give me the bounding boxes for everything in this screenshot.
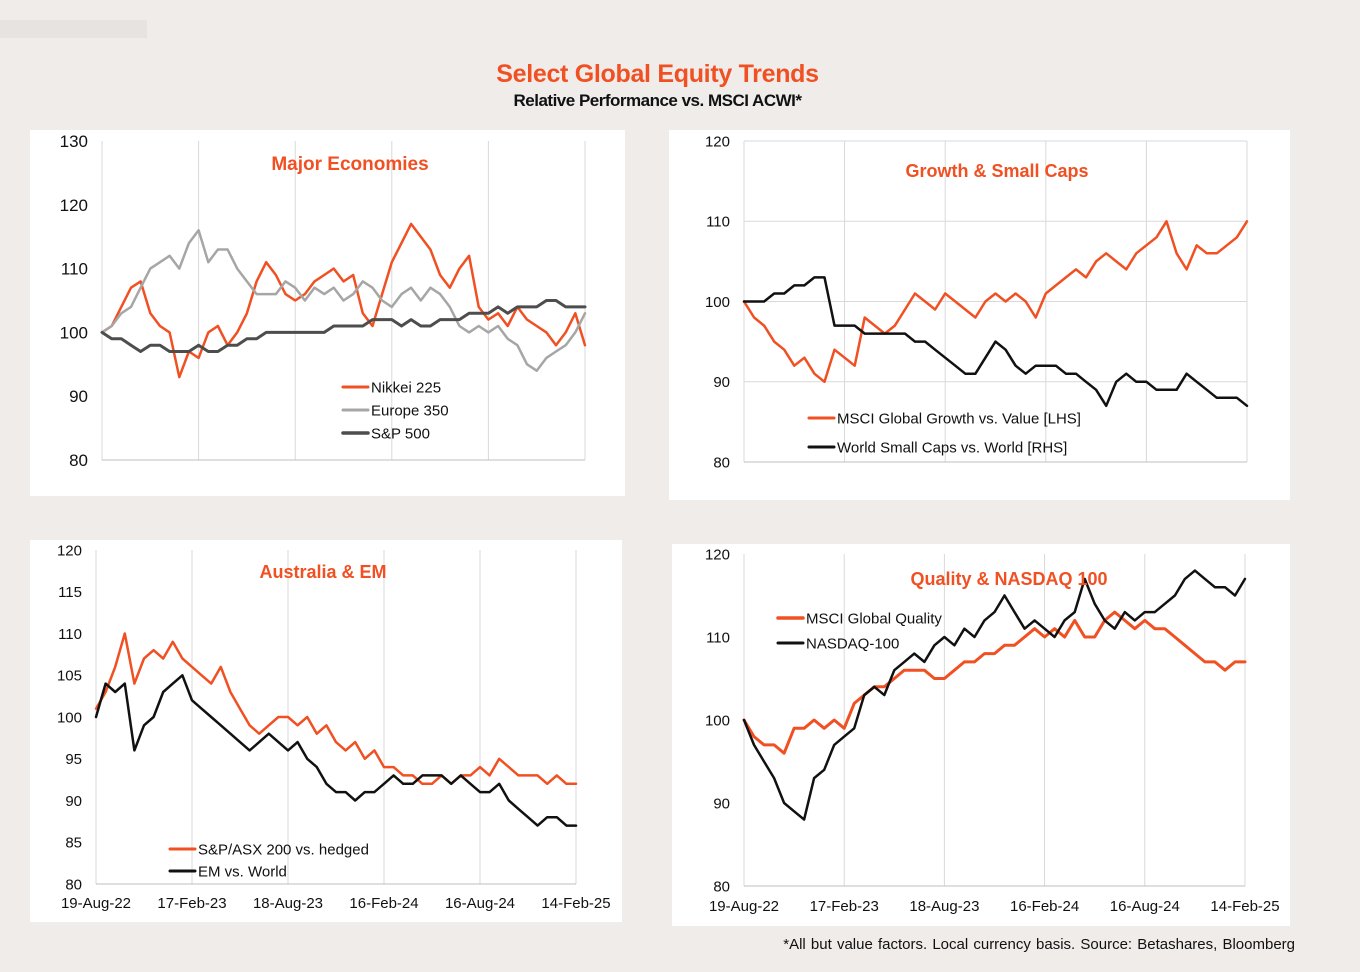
australia-em-x-tick-label: 17-Feb-23 xyxy=(157,895,226,912)
major-economies-series-line-nikkei-225 xyxy=(100,222,587,379)
chart-panel-quality-nasdaq: 80 90 100 110 120 19-Aug-22 17-Feb-23 18-Aug-23… xyxy=(672,544,1290,926)
quality-nasdaq-100-x-tick-label: 16-Aug-24 xyxy=(1110,898,1180,915)
quality-nasdaq-100-y-tick-label: 90 xyxy=(713,795,730,812)
major-economies-y-tick-label: 80 xyxy=(69,451,88,470)
growth-small-caps-legend-label-msci-global-growth-vs-value-lhs: MSCI Global Growth vs. Value [LHS] xyxy=(837,411,1081,428)
growth-small-caps-y-tick-label: 90 xyxy=(713,374,730,391)
australia-em-series-line-s-p-asx-200-vs-hedged xyxy=(94,632,578,786)
quality-nasdaq-100-y-tick-label: 110 xyxy=(706,629,730,646)
australia-em-x-tick-label: 14-Feb-25 xyxy=(541,895,610,912)
quality-nasdaq-100-y-tick-label: 80 xyxy=(713,878,730,895)
quality-nasdaq-100-x-tick-label: 19-Aug-22 xyxy=(709,898,779,915)
australia-em-y-tick-label: 110 xyxy=(58,626,82,643)
australia-em-x-tick-label: 19-Aug-22 xyxy=(61,895,131,912)
chart-svg-quality-nasdaq: 80 90 100 110 120 19-Aug-22 17-Feb-23 18-Aug-23… xyxy=(705,546,1280,915)
quality-nasdaq-100-chart-title: Quality & NASDAQ 100 xyxy=(910,569,1107,589)
australia-em-legend-label-em-vs-world: EM vs. World xyxy=(198,864,287,881)
australia-em-y-tick-label: 105 xyxy=(57,668,82,685)
major-economies-series-line-s-p-500 xyxy=(100,299,587,353)
quality-nasdaq-100-legend-label-msci-global-quality: MSCI Global Quality xyxy=(806,611,942,628)
quality-nasdaq-100-x-tick-label: 14-Feb-25 xyxy=(1210,898,1279,915)
major-economies-series-line-europe-350 xyxy=(100,229,587,372)
australia-em-y-tick-label: 90 xyxy=(65,793,82,810)
australia-em-chart-title: Australia & EM xyxy=(259,562,386,582)
major-economies-y-tick-label: 130 xyxy=(60,132,88,151)
quality-nasdaq-100-x-tick-label: 18-Aug-23 xyxy=(909,898,979,915)
chart-svg-major-economies: 80 90 100 110 120 130 Major Economies Nikkei 22… xyxy=(60,132,587,470)
major-economies-legend-label-s-p-500: S&P 500 xyxy=(371,426,430,443)
major-economies-y-tick-label: 120 xyxy=(60,196,88,215)
growth-small-caps-legend-label-world-small-caps-vs-world-rhs: World Small Caps vs. World [RHS] xyxy=(837,440,1067,457)
growth-small-caps-y-tick-label: 100 xyxy=(705,294,730,311)
major-economies-y-tick-label: 90 xyxy=(69,387,88,406)
growth-small-caps-series-line-world-small-caps-vs-world-rhs xyxy=(742,276,1249,408)
growth-small-caps-y-tick-label: 120 xyxy=(705,133,730,150)
quality-nasdaq-100-series-line-nasdaq-100 xyxy=(742,569,1247,821)
australia-em-y-tick-label: 85 xyxy=(65,835,82,852)
australia-em-x-tick-label: 18-Aug-23 xyxy=(253,895,323,912)
page-title: Select Global Equity Trends xyxy=(496,60,819,88)
major-economies-y-tick-label: 100 xyxy=(60,323,88,342)
quality-nasdaq-100-legend-label-nasdaq-100: NASDAQ-100 xyxy=(806,636,899,653)
australia-em-legend-label-s-p-asx-200-vs-hedged: S&P/ASX 200 vs. hedged xyxy=(198,842,369,859)
growth-small-caps-series-line-msci-global-growth-vs-value-lhs xyxy=(742,220,1249,384)
footnote: *All but value factors. Local currency b… xyxy=(783,936,1295,953)
quality-nasdaq-100-y-tick-label: 100 xyxy=(705,712,730,729)
page-subtitle: Relative Performance vs. MSCI ACWI* xyxy=(513,91,802,110)
chart-svg-growth-small-caps: 80 90 100 110 120 Growth & Small Caps MSCI Glo… xyxy=(705,133,1249,471)
major-economies-legend-label-europe-350: Europe 350 xyxy=(371,403,449,420)
top-strip xyxy=(0,20,147,38)
quality-nasdaq-100-x-tick-label: 16-Feb-24 xyxy=(1010,898,1079,915)
quality-nasdaq-100-y-tick-label: 120 xyxy=(705,546,730,563)
australia-em-y-tick-label: 120 xyxy=(57,542,82,559)
major-economies-legend-label-nikkei-225: Nikkei 225 xyxy=(371,380,441,397)
australia-em-x-tick-label: 16-Feb-24 xyxy=(349,895,418,912)
australia-em-y-tick-label: 115 xyxy=(58,584,82,601)
growth-small-caps-y-tick-label: 80 xyxy=(713,454,730,471)
quality-nasdaq-100-series-line-msci-global-quality xyxy=(742,610,1247,755)
major-economies-chart-title: Major Economies xyxy=(271,154,428,175)
chart-panel-major-economies: 80 90 100 110 120 130 Major Economies Nikkei 22… xyxy=(30,130,625,496)
quality-nasdaq-100-x-tick-label: 17-Feb-23 xyxy=(810,898,879,915)
major-economies-y-tick-label: 110 xyxy=(61,260,88,279)
growth-small-caps-chart-title: Growth & Small Caps xyxy=(905,161,1088,181)
australia-em-series-line-em-vs-world xyxy=(94,674,578,827)
australia-em-y-tick-label: 80 xyxy=(65,876,82,893)
growth-small-caps-y-tick-label: 110 xyxy=(706,214,730,231)
chart-svg-australia-em: 80 85 90 95 100 105 110 115 120 19-Aug-22 17-Feb-2… xyxy=(57,542,611,912)
australia-em-y-tick-label: 95 xyxy=(65,751,82,768)
chart-panel-australia-em: 80 85 90 95 100 105 110 115 120 19-Aug-22 17-Feb-2… xyxy=(30,540,622,922)
australia-em-x-tick-label: 16-Aug-24 xyxy=(445,895,515,912)
chart-panel-growth-small-caps: 80 90 100 110 120 Growth & Small Caps MSCI Glo… xyxy=(669,130,1290,500)
australia-em-y-tick-label: 100 xyxy=(57,709,82,726)
